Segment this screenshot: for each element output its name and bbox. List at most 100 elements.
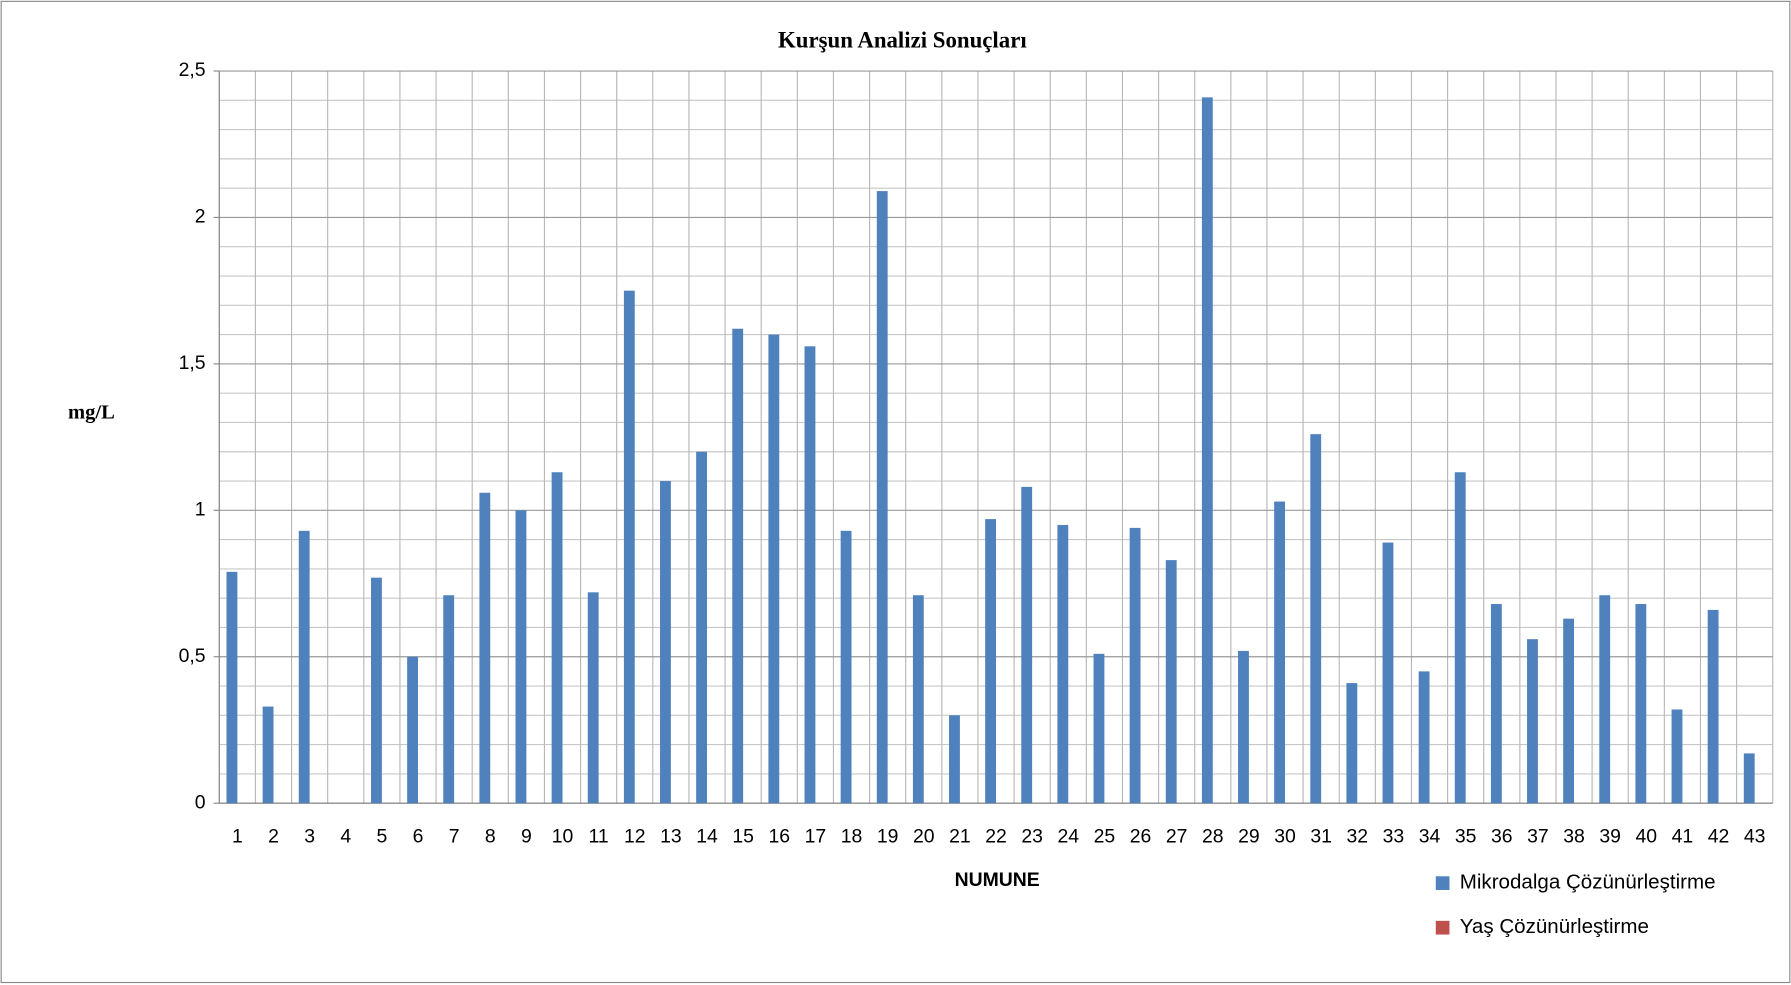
x-tick-label: 16	[768, 826, 790, 848]
x-tick-label: 40	[1635, 826, 1657, 848]
bar	[1635, 604, 1647, 804]
legend-swatch	[1435, 876, 1450, 890]
bar	[1310, 434, 1322, 804]
y-tick-label: 0	[195, 791, 206, 813]
x-tick-label: 14	[696, 826, 718, 848]
x-tick-label: 36	[1491, 826, 1513, 848]
bar	[1165, 560, 1177, 804]
x-tick-label: 1	[232, 826, 243, 848]
x-tick-label: 43	[1744, 826, 1766, 848]
x-tick-label: 26	[1130, 826, 1152, 848]
x-tick-label: 42	[1708, 826, 1730, 848]
legend-swatch	[1435, 920, 1450, 935]
x-tick-label: 7	[449, 826, 460, 848]
bar	[1274, 501, 1286, 804]
bar	[443, 595, 455, 804]
bar	[479, 492, 491, 804]
bar	[1093, 653, 1105, 804]
x-tick-label: 31	[1310, 826, 1332, 848]
x-tick-label: 30	[1274, 826, 1296, 848]
bar	[1238, 650, 1249, 804]
x-tick-label: 2	[268, 826, 279, 848]
bar	[949, 715, 960, 804]
x-tick-label: 38	[1563, 826, 1585, 848]
bar	[1382, 542, 1394, 804]
bar	[768, 334, 780, 804]
bar	[623, 290, 635, 804]
x-tick-label: 6	[413, 826, 424, 848]
bar	[1418, 671, 1430, 804]
x-tick-label: 41	[1672, 826, 1694, 848]
bar	[1129, 527, 1141, 804]
bar	[696, 451, 708, 804]
x-tick-label: 20	[913, 826, 935, 848]
bar	[551, 472, 563, 804]
x-tick-label: 13	[660, 826, 682, 848]
x-tick-label: 18	[841, 826, 863, 848]
bar	[587, 592, 599, 804]
x-tick-label: 25	[1094, 826, 1116, 848]
x-tick-label: 24	[1057, 826, 1079, 848]
bar	[1346, 683, 1358, 804]
bar	[912, 595, 924, 804]
bar	[804, 346, 816, 804]
bar	[262, 706, 274, 804]
bar	[1201, 97, 1213, 804]
x-tick-label: 19	[877, 826, 899, 848]
bar	[226, 571, 238, 804]
x-tick-label: 34	[1419, 826, 1441, 848]
x-tick-label: 17	[805, 826, 827, 848]
bar	[1743, 753, 1755, 804]
bar	[515, 510, 527, 804]
legend-label: Mikrodalga Çözünürleştirme	[1460, 871, 1716, 894]
bar	[1490, 604, 1502, 804]
bar	[407, 656, 418, 804]
y-tick-label: 1,5	[179, 352, 206, 374]
bar	[1707, 609, 1719, 804]
bar	[732, 328, 744, 804]
bar	[1057, 524, 1069, 804]
bar	[1563, 618, 1575, 804]
x-tick-label: 32	[1346, 826, 1368, 848]
x-tick-label: 28	[1202, 826, 1224, 848]
x-tick-label: 22	[985, 826, 1007, 848]
x-tick-label: 37	[1527, 826, 1549, 848]
x-tick-label: 9	[521, 826, 532, 848]
x-tick-label: 3	[304, 826, 315, 848]
x-tick-label: 11	[589, 826, 609, 848]
bar	[1021, 486, 1033, 804]
x-tick-label: 5	[376, 826, 387, 848]
x-tick-label: 27	[1166, 826, 1188, 848]
bar	[1527, 639, 1538, 804]
bar	[660, 481, 671, 804]
x-tick-label: 33	[1383, 826, 1405, 848]
x-tick-label: 10	[552, 826, 574, 848]
x-tick-label: 21	[949, 826, 971, 848]
x-tick-label: 35	[1455, 826, 1477, 848]
bar	[371, 577, 382, 804]
bar	[985, 519, 997, 804]
bar	[840, 530, 852, 804]
x-tick-label: 4	[340, 826, 351, 848]
y-tick-label: 2,5	[179, 59, 206, 81]
chart-title: Kurşun Analizi Sonuçları	[778, 28, 1027, 53]
bar	[1671, 709, 1683, 804]
x-axis-label: NUMUNE	[955, 869, 1040, 891]
y-axis-label: mg/L	[68, 401, 115, 423]
y-tick-label: 2	[195, 206, 206, 228]
bar	[1454, 472, 1466, 804]
bar	[298, 530, 310, 804]
x-tick-label: 39	[1599, 826, 1621, 848]
y-tick-label: 1	[195, 498, 206, 520]
x-tick-label: 8	[485, 826, 496, 848]
bar	[876, 191, 888, 804]
x-tick-label: 12	[624, 826, 646, 848]
x-tick-label: 29	[1238, 826, 1260, 848]
x-tick-label: 15	[732, 826, 754, 848]
legend-label: Yaş Çözünürleştirme	[1460, 915, 1649, 938]
y-tick-label: 0,5	[179, 645, 206, 667]
bar	[1599, 595, 1611, 804]
x-tick-label: 23	[1021, 826, 1043, 848]
